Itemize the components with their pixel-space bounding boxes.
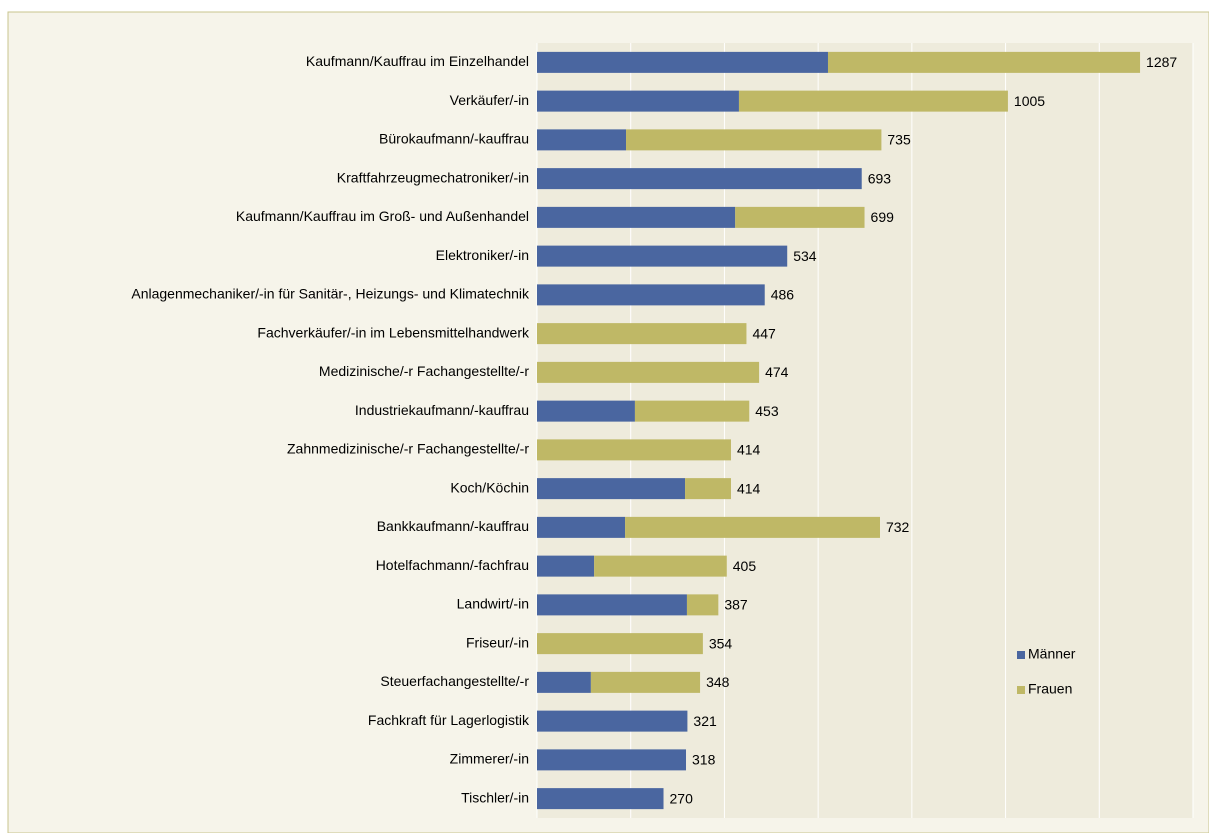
bar-segment xyxy=(537,284,765,306)
bar-segment xyxy=(827,51,1141,73)
legend-swatch xyxy=(1017,686,1025,694)
bar-segment xyxy=(537,516,626,538)
bar-segment xyxy=(537,400,635,422)
y-tick-label: Steuerfachangestellte/-r xyxy=(380,673,529,689)
data-label: 453 xyxy=(755,403,779,419)
data-label: 348 xyxy=(706,674,730,690)
y-tick-label: Landwirt/-in xyxy=(457,596,529,612)
bar-segment xyxy=(537,51,828,73)
data-label: 486 xyxy=(771,287,795,303)
bar-segment xyxy=(738,90,1008,112)
data-label: 699 xyxy=(871,209,895,225)
y-tick-label: Verkäufer/-in xyxy=(450,92,529,108)
data-label: 732 xyxy=(886,519,910,535)
y-tick-label: Fachkraft für Lagerlogistik xyxy=(368,712,530,728)
y-tick-label: Medizinische/-r Fachangestellte/-r xyxy=(319,363,529,379)
bar-segment xyxy=(537,594,687,616)
data-label: 318 xyxy=(692,752,716,768)
data-label: 693 xyxy=(868,170,892,186)
bar-segment xyxy=(537,129,627,151)
bar-segment xyxy=(537,478,686,500)
data-label: 321 xyxy=(693,713,717,729)
bar-segment xyxy=(537,439,731,461)
y-tick-label: Koch/Köchin xyxy=(450,479,529,495)
legend-label: Männer xyxy=(1028,646,1076,662)
y-tick-label: Fachverkäufer/-in im Lebensmittelhandwer… xyxy=(257,324,530,340)
y-tick-label: Industriekaufmann/-kauffrau xyxy=(355,402,529,418)
y-tick-label: Kaufmann/Kauffrau im Groß- und Außenhand… xyxy=(236,208,529,224)
y-tick-label: Kaufmann/Kauffrau im Einzelhandel xyxy=(306,53,529,69)
bar-segment xyxy=(537,323,747,345)
data-label: 354 xyxy=(709,635,733,651)
y-tick-label: Elektroniker/-in xyxy=(436,247,529,263)
data-label: 1287 xyxy=(1146,54,1177,70)
legend-swatch xyxy=(1017,651,1025,659)
y-tick-label: Hotelfachmann/-fachfrau xyxy=(376,557,529,573)
bar-segment xyxy=(634,400,750,422)
y-tick-label: Zimmerer/-in xyxy=(450,751,529,767)
bar-segment xyxy=(626,129,882,151)
data-label: 414 xyxy=(737,442,761,458)
y-tick-label: Bürokaufmann/-kauffrau xyxy=(379,131,529,147)
bar-segment xyxy=(735,206,865,228)
y-tick-label: Anlagenmechaniker/-in für Sanitär-, Heiz… xyxy=(131,286,530,302)
bar-segment xyxy=(686,594,719,616)
bar-segment xyxy=(537,671,591,693)
bar-segment xyxy=(537,361,760,383)
data-label: 405 xyxy=(733,558,757,574)
bar-segment xyxy=(537,788,664,810)
data-label: 1005 xyxy=(1014,93,1045,109)
plot-area xyxy=(537,43,1193,818)
y-tick-label: Zahnmedizinische/-r Fachangestellte/-r xyxy=(287,441,529,457)
bar-segment xyxy=(537,90,739,112)
bar-segment xyxy=(537,633,703,655)
bar-segment xyxy=(594,555,727,577)
bar-segment xyxy=(537,555,595,577)
bar-segment xyxy=(685,478,731,500)
y-tick-label: Kraftfahrzeugmechatroniker/-in xyxy=(337,169,529,185)
data-label: 270 xyxy=(670,790,694,806)
legend-label: Frauen xyxy=(1028,681,1072,697)
y-tick-label: Bankkaufmann/-kauffrau xyxy=(377,518,529,534)
bar-segment xyxy=(537,206,736,228)
bar-segment xyxy=(537,168,862,190)
y-tick-label: Friseur/-in xyxy=(466,634,529,650)
data-label: 735 xyxy=(887,132,911,148)
bar-segment xyxy=(537,245,788,267)
bar-segment xyxy=(537,710,688,732)
bar-segment xyxy=(537,749,687,771)
y-tick-label: Tischler/-in xyxy=(461,789,529,805)
data-label: 414 xyxy=(737,480,761,496)
data-label: 447 xyxy=(752,325,776,341)
data-label: 387 xyxy=(724,597,748,613)
data-label: 534 xyxy=(793,248,817,264)
bar-segment xyxy=(625,516,880,538)
data-label: 474 xyxy=(765,364,789,380)
bar-segment xyxy=(590,671,701,693)
